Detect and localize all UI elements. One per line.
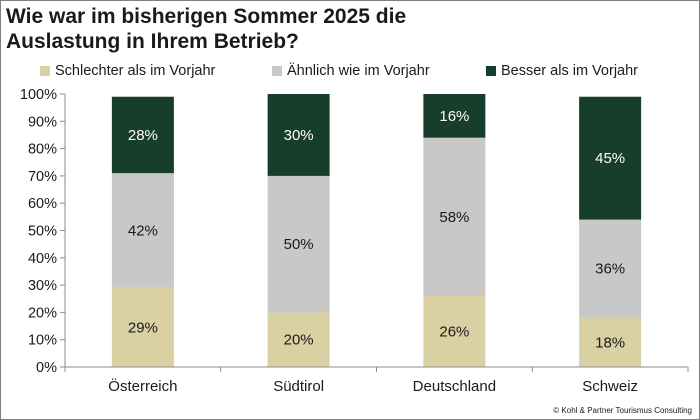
bar-segment (579, 96, 642, 220)
bar-segment (267, 312, 330, 367)
y-tick-label: 40% (28, 251, 57, 267)
y-tick-label: 70% (28, 169, 57, 185)
legend-swatch (40, 66, 50, 76)
copyright-note: © Kohl & Partner Tourismus Consulting (553, 406, 692, 415)
bar-segment (579, 317, 642, 367)
bar-segment (267, 94, 330, 176)
legend-swatch (486, 66, 496, 76)
legend-swatch (272, 66, 282, 76)
data-label: 18% (595, 334, 625, 351)
bar-segment (579, 219, 642, 318)
y-tick-label: 80% (28, 142, 57, 158)
legend-label: Ähnlich wie im Vorjahr (287, 63, 430, 79)
legend-item-besser: Besser als im Vorjahr (486, 61, 638, 81)
bar-segment (111, 287, 174, 367)
y-tick-label: 50% (28, 224, 57, 240)
data-label: 58% (439, 209, 469, 226)
x-tick-label: Österreich (108, 377, 177, 395)
bar-segment (423, 296, 486, 367)
y-tick-label: 0% (36, 360, 57, 376)
x-tick-label: Südtirol (273, 378, 324, 395)
data-label: 29% (128, 319, 158, 336)
y-tick-label: 100% (20, 87, 57, 103)
data-label: 45% (595, 150, 625, 167)
legend-label: Schlechter als im Vorjahr (55, 63, 216, 79)
bar-segment (423, 137, 486, 297)
bar-segment (423, 94, 486, 138)
legend-item-aehnlich: Ähnlich wie im Vorjahr (272, 61, 430, 81)
x-tick-label: Schweiz (582, 378, 638, 395)
bar-segment (111, 173, 174, 288)
y-tick-label: 30% (28, 278, 57, 294)
data-label: 30% (284, 127, 314, 144)
x-tick-label: Deutschland (413, 378, 496, 395)
data-label: 36% (595, 261, 625, 278)
legend-item-schlechter: Schlechter als im Vorjahr (40, 61, 215, 81)
data-label: 42% (128, 223, 158, 240)
data-label: 50% (284, 236, 314, 253)
y-tick-label: 60% (28, 196, 57, 212)
data-label: 20% (284, 332, 314, 349)
data-label: 16% (439, 108, 469, 125)
data-label: 26% (439, 324, 469, 341)
data-label: 28% (128, 127, 158, 144)
legend: Schlechter als im Vorjahr Ähnlich wie im… (0, 61, 700, 81)
y-tick-label: 10% (28, 333, 57, 349)
bar-segment (111, 96, 174, 174)
y-tick-label: 20% (28, 305, 57, 321)
y-tick-label: 90% (28, 114, 57, 130)
chart-title: Wie war im bisherigen Sommer 2025 die Au… (6, 5, 407, 53)
legend-label: Besser als im Vorjahr (501, 63, 638, 79)
bar-segment (267, 175, 330, 313)
